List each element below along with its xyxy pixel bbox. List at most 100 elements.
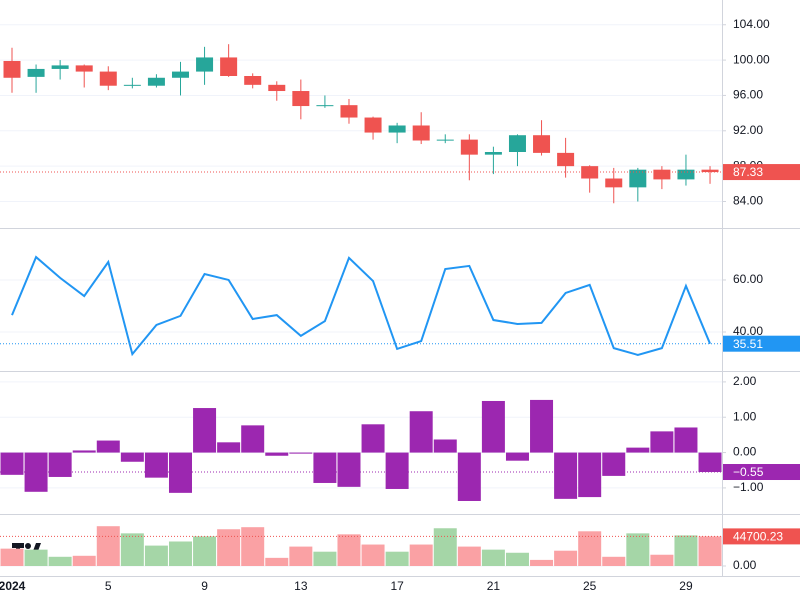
- volume-bar: [241, 527, 265, 566]
- candle-body: [220, 57, 238, 76]
- volume-bar: [674, 535, 698, 566]
- volume-bar: [361, 544, 385, 566]
- volume-bar: [289, 546, 313, 566]
- candle-body: [340, 105, 358, 118]
- candle-body: [147, 77, 165, 86]
- volume-bar: [554, 550, 578, 566]
- candle-body: [268, 84, 286, 92]
- volume-bar: [144, 545, 168, 566]
- x-tick-label: 21: [487, 579, 501, 593]
- candle-body: [629, 169, 647, 188]
- histogram-bar: [144, 452, 168, 478]
- y-tick-label: 2.00: [733, 374, 757, 388]
- volume-bar: [385, 551, 409, 566]
- histogram-bar: [217, 442, 241, 453]
- last-value-label: −0.55: [733, 465, 764, 479]
- histogram-bar: [674, 427, 698, 453]
- last-value-box: [723, 464, 800, 481]
- histogram-bar: [241, 425, 265, 453]
- x-tick-label: 2024: [0, 579, 26, 593]
- volume-bar: [602, 556, 626, 566]
- x-tick-label: 29: [679, 579, 693, 593]
- candle-body: [75, 65, 93, 72]
- candle-body: [51, 65, 69, 69]
- volume-bar: [217, 529, 241, 566]
- y-tick-label: 0.00: [733, 558, 757, 572]
- histogram-bar: [193, 408, 217, 453]
- histogram-bar: [481, 400, 505, 453]
- histogram-bar: [505, 452, 529, 461]
- volume-bar: [72, 555, 96, 566]
- histogram-bar: [96, 440, 120, 453]
- candle-body: [436, 139, 454, 141]
- candle-body: [653, 169, 671, 180]
- volume-bar: [96, 526, 120, 566]
- last-value-label: 87.33: [733, 165, 763, 179]
- y-tick-label: −1.00: [733, 480, 764, 494]
- candle-body: [533, 135, 551, 153]
- y-tick-label: 104.00: [733, 17, 770, 31]
- candle-body: [316, 105, 334, 107]
- x-tick-label: 5: [105, 579, 112, 593]
- histogram-bar: [72, 450, 96, 453]
- histogram-bar: [0, 452, 24, 475]
- volume-bar: [313, 551, 337, 566]
- volume-bar: [48, 556, 72, 566]
- y-tick-label: 100.00: [733, 52, 770, 66]
- candle-body: [196, 57, 214, 72]
- last-value-label: 35.51: [733, 337, 763, 351]
- histogram-bar: [289, 452, 313, 454]
- candle-body: [99, 71, 117, 86]
- histogram-bar: [361, 424, 385, 453]
- last-value-box: [723, 528, 800, 545]
- candle-body: [605, 178, 623, 188]
- histogram-bar: [578, 452, 602, 498]
- histogram-bar: [265, 452, 289, 456]
- volume-bar: [193, 536, 217, 566]
- y-tick-label: 84.00: [733, 194, 763, 208]
- x-tick-label: 17: [390, 579, 404, 593]
- histogram-bar: [168, 452, 192, 493]
- candle-body: [244, 76, 262, 85]
- y-tick-label: 1.00: [733, 409, 757, 423]
- volume-bar: [578, 531, 602, 566]
- last-value-label: 44700.23: [733, 530, 783, 544]
- x-tick-label: 25: [583, 579, 597, 593]
- last-value-box: [723, 335, 800, 352]
- histogram-bar: [48, 452, 72, 477]
- volume-bar: [650, 554, 674, 566]
- candle-body: [27, 68, 45, 77]
- candle-body: [677, 169, 695, 180]
- histogram-bar: [650, 431, 674, 453]
- candle-body: [508, 135, 526, 152]
- candle-body: [292, 91, 310, 107]
- volume-bar: [530, 559, 554, 566]
- last-value-box: [723, 164, 800, 181]
- histogram-bar: [120, 452, 144, 462]
- volume-bar: [433, 528, 457, 566]
- y-tick-label: 96.00: [733, 88, 763, 102]
- volume-bar: [626, 533, 650, 566]
- volume-bar: [24, 549, 48, 566]
- histogram-bar: [698, 452, 722, 473]
- volume-bar: [337, 534, 361, 566]
- volume-bar: [0, 548, 24, 566]
- y-tick-label: 92.00: [733, 123, 763, 137]
- x-tick-label: 13: [294, 579, 308, 593]
- histogram-bar: [337, 452, 361, 487]
- volume-bar: [457, 546, 481, 566]
- candle-body: [388, 125, 406, 133]
- y-tick-label: 60.00: [733, 272, 763, 286]
- histogram-bar: [530, 399, 554, 453]
- histogram-bar: [554, 452, 578, 499]
- histogram-bar: [433, 439, 457, 453]
- volume-bar: [409, 544, 433, 566]
- histogram-bar: [385, 452, 409, 489]
- candle-body: [3, 60, 21, 78]
- candle-body: [171, 71, 189, 78]
- y-tick-label: 0.00: [733, 445, 757, 459]
- volume-bar: [265, 557, 289, 566]
